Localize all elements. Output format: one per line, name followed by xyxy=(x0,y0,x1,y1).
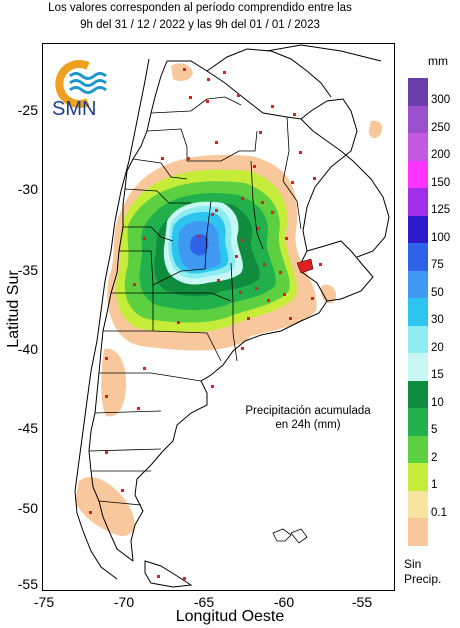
legend-swatch xyxy=(408,408,428,436)
smn-logo-icon xyxy=(55,60,107,108)
station-markers xyxy=(89,68,322,580)
legend-label: 125 xyxy=(431,204,451,216)
legend-no-precip: Sin Precip. xyxy=(404,557,441,587)
x-tick-label: -60 xyxy=(273,594,295,610)
y-tick-label: -35 xyxy=(17,262,38,278)
x-tick-label: -70 xyxy=(113,594,135,610)
map-annotation: Precipitación acumulada en 24h (mm) xyxy=(226,404,390,432)
legend-label: 150 xyxy=(431,176,451,189)
legend-label: 0.1 xyxy=(431,506,447,519)
legend-swatch xyxy=(408,133,428,161)
legend-no-precip-line-2: Precip. xyxy=(404,572,442,586)
malvinas-islands xyxy=(272,528,308,544)
legend-swatch xyxy=(408,435,428,463)
legend-label: 5 xyxy=(431,424,438,436)
legend-swatch xyxy=(408,215,428,243)
legend-label: 100 xyxy=(431,231,451,244)
y-tick-label: -50 xyxy=(17,500,38,516)
x-tick-label: -55 xyxy=(351,594,373,610)
x-tick-label: -75 xyxy=(33,594,55,610)
buenos-aires-marker xyxy=(296,258,314,274)
legend-swatch xyxy=(408,380,428,408)
title-line-1: Los valores corresponden al período comp… xyxy=(48,2,352,14)
legend-swatch xyxy=(408,160,428,188)
legend-swatch xyxy=(408,270,428,298)
legend-label: 30 xyxy=(431,314,444,326)
legend-label: 10 xyxy=(431,396,444,409)
legend-swatch xyxy=(408,243,428,271)
legend-label: 1 xyxy=(431,479,438,491)
province-borders xyxy=(88,96,302,506)
legend-swatch xyxy=(408,78,428,106)
legend-label: 200 xyxy=(431,149,451,161)
legend-swatch xyxy=(408,105,428,133)
legend-swatch xyxy=(408,298,428,326)
legend-unit: mm xyxy=(428,54,448,68)
y-tick-label: -45 xyxy=(17,420,38,436)
x-tick-label: -65 xyxy=(193,594,215,610)
annotation-line-1: Precipitación acumulada xyxy=(245,405,371,417)
y-tick-label: -30 xyxy=(17,181,38,197)
legend-label: 20 xyxy=(431,341,444,354)
precipitation-map xyxy=(42,43,395,591)
x-axis-label: Longitud Oeste xyxy=(175,608,285,625)
legend-label: 250 xyxy=(431,121,451,134)
legend-swatch xyxy=(408,325,428,353)
legend-swatch xyxy=(408,188,428,216)
legend-swatch xyxy=(408,490,428,518)
legend-no-precip-line-1: Sin xyxy=(404,557,422,571)
legend-swatch xyxy=(408,463,428,491)
smn-logo-text: SMN xyxy=(52,98,97,120)
legend-label: 300 xyxy=(431,94,451,106)
legend-label: 2 xyxy=(431,451,438,464)
y-tick-label: -25 xyxy=(17,102,38,118)
legend-swatch xyxy=(408,353,428,381)
legend-label: 75 xyxy=(431,259,444,271)
annotation-line-2: en 24h (mm) xyxy=(275,419,341,431)
y-axis-label: Latitud Sur xyxy=(5,270,22,348)
y-tick-label: -55 xyxy=(17,576,38,592)
legend-label: 50 xyxy=(431,286,444,299)
precip-75-area xyxy=(190,234,209,256)
title-line-2: 9h del 31 / 12 / 2022 y las 9h del 01 / … xyxy=(80,19,320,31)
map-canvas xyxy=(74,44,390,588)
y-tick-label: -40 xyxy=(17,341,38,357)
legend-label: 15 xyxy=(431,369,444,381)
legend-swatch xyxy=(408,518,428,546)
